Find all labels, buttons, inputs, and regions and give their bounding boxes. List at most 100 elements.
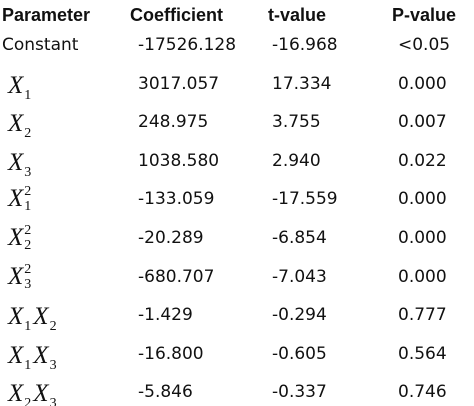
variable: X <box>8 380 24 406</box>
t-value: -0.605 <box>272 343 327 364</box>
term: X 1 <box>8 340 33 373</box>
p-value: 0.022 <box>398 150 447 171</box>
subscript: 3 <box>49 357 57 373</box>
script-spacer <box>24 340 31 353</box>
p-value: 0.000 <box>398 228 447 248</box>
scripts: 3 <box>50 340 57 372</box>
column-header: Coefficient <box>130 5 224 25</box>
subscript: 1 <box>24 199 32 215</box>
term: X 3 <box>8 147 33 180</box>
parameter-expression: X 3 <box>8 147 33 180</box>
subscript: 2 <box>24 238 32 253</box>
t-value: -17.559 <box>272 189 338 210</box>
term: X 3 <box>33 340 58 373</box>
term: X 1 <box>8 301 33 334</box>
scripts: 3 <box>24 147 31 179</box>
script-spacer <box>24 301 31 314</box>
variable: X <box>8 303 24 331</box>
coefficient: -5.846 <box>138 382 193 403</box>
term: X 3 <box>33 378 58 406</box>
t-value: 2.940 <box>272 150 321 171</box>
superscript: 2 <box>24 184 32 200</box>
script-spacer <box>24 147 31 160</box>
subscript: 2 <box>24 126 32 142</box>
subscript: 2 <box>24 396 32 406</box>
variable: X <box>8 262 24 290</box>
scripts: 2 <box>49 301 57 335</box>
p-value: 0.000 <box>398 189 447 210</box>
t-value: 17.334 <box>272 73 332 94</box>
superscript: 2 <box>24 223 32 238</box>
coefficient: 3017.057 <box>138 73 220 94</box>
variable: X <box>8 341 24 369</box>
t-value: -6.854 <box>272 228 327 248</box>
column-header: Parameter <box>2 5 91 25</box>
term: X 2 <box>8 108 33 142</box>
parameter-expression: X 1 <box>8 70 33 103</box>
subscript: 3 <box>24 164 32 180</box>
variable: X <box>33 303 49 331</box>
scripts: 2 <box>24 108 32 142</box>
variable: X <box>33 341 49 369</box>
p-value: 0.000 <box>398 73 447 94</box>
coefficient: -20.289 <box>138 228 204 248</box>
coefficient: -17526.128 <box>138 35 237 55</box>
scripts: 2 <box>24 378 31 406</box>
script-spacer <box>24 378 31 391</box>
script-spacer <box>24 108 31 121</box>
variable: X <box>33 380 49 406</box>
coefficient: -680.707 <box>138 266 215 287</box>
scripts: 3 <box>50 378 57 406</box>
script-spacer <box>24 70 31 83</box>
variable: X <box>8 110 24 138</box>
p-value: 0.007 <box>398 112 447 133</box>
coefficient: -16.800 <box>138 343 204 364</box>
term: X 2 <box>33 301 58 335</box>
term: X 2 <box>8 378 33 406</box>
t-value: -16.968 <box>272 35 338 55</box>
column-header: P-value <box>392 5 457 25</box>
subscript: 1 <box>24 357 32 373</box>
scripts: 1 <box>24 70 31 102</box>
script-spacer <box>50 340 57 353</box>
subscript: 1 <box>24 87 32 103</box>
superscript: 2 <box>24 261 32 277</box>
parameter-name: Constant <box>2 35 79 55</box>
scripts: 1 <box>24 301 31 334</box>
p-value: 0.746 <box>398 382 447 403</box>
parameter-expression: X 2 <box>8 108 33 142</box>
subscript: 3 <box>24 276 32 292</box>
coefficient: 248.975 <box>138 112 209 133</box>
t-value: -0.337 <box>272 382 327 403</box>
script-spacer <box>50 378 57 391</box>
variable: X <box>8 148 24 176</box>
variable: X <box>8 185 24 213</box>
t-value: -0.294 <box>272 305 327 326</box>
variable: X <box>8 224 24 251</box>
subscript: 2 <box>49 319 57 335</box>
script-spacer <box>50 301 57 314</box>
subscript: 3 <box>49 396 57 406</box>
p-value: 0.564 <box>398 343 447 364</box>
p-value: 0.777 <box>398 305 447 326</box>
p-value: 0.000 <box>398 266 447 287</box>
variable: X <box>8 71 24 99</box>
term: X 1 <box>8 70 33 103</box>
t-value: 3.755 <box>272 112 321 133</box>
scripts: 1 <box>24 340 31 372</box>
p-value: <0.05 <box>398 35 451 55</box>
column-header: t-value <box>268 5 327 25</box>
